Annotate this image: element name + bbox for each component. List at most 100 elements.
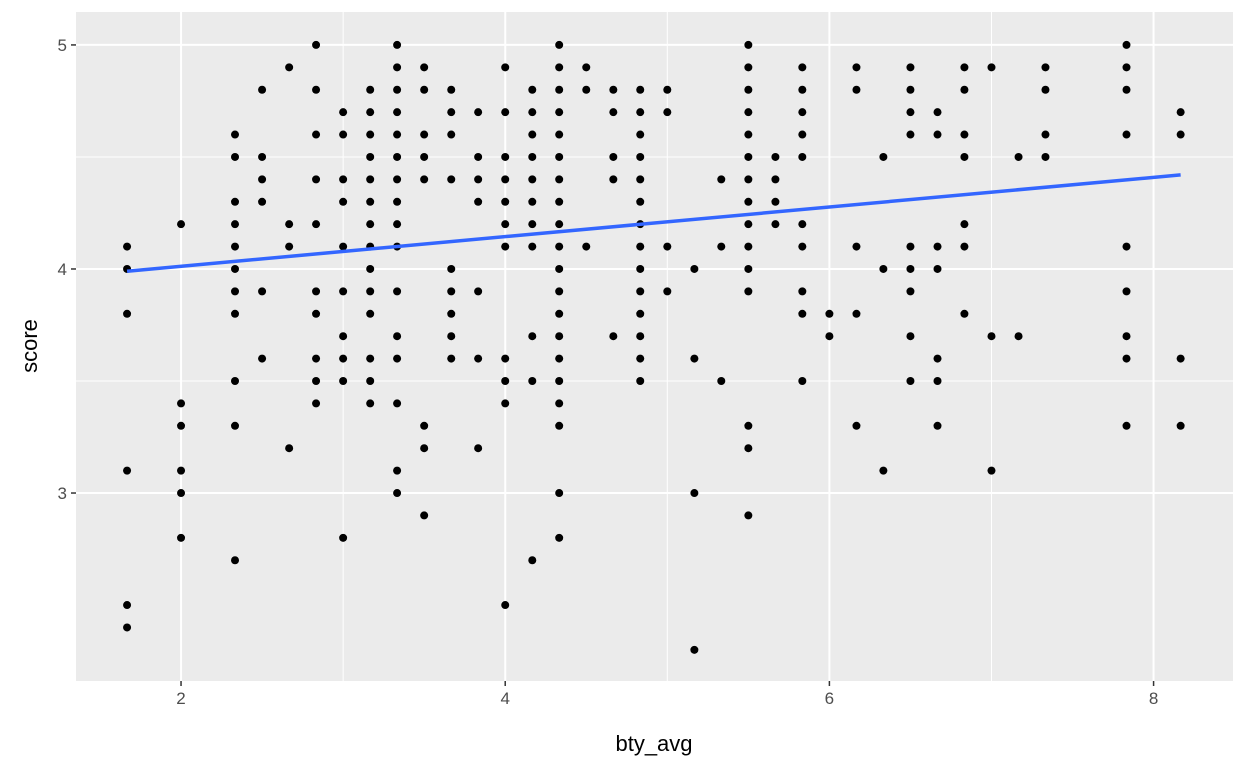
point xyxy=(123,466,132,475)
point xyxy=(474,175,483,184)
point xyxy=(555,421,564,430)
point xyxy=(366,354,375,363)
point xyxy=(231,130,240,139)
point xyxy=(1122,354,1131,363)
point xyxy=(420,63,429,72)
point xyxy=(798,242,807,251)
point xyxy=(744,175,753,184)
point xyxy=(1122,332,1131,341)
point xyxy=(528,175,537,184)
point xyxy=(1041,85,1050,94)
point xyxy=(258,197,267,206)
point xyxy=(717,175,726,184)
point xyxy=(177,489,186,498)
point xyxy=(420,152,429,161)
point xyxy=(339,533,348,542)
point xyxy=(933,421,942,430)
point xyxy=(906,287,915,296)
point xyxy=(339,377,348,386)
point xyxy=(501,175,510,184)
point xyxy=(366,130,375,139)
point xyxy=(636,175,645,184)
point xyxy=(609,85,618,94)
point xyxy=(123,601,132,610)
point xyxy=(879,264,888,273)
point xyxy=(663,242,672,251)
point xyxy=(528,242,537,251)
point xyxy=(663,85,672,94)
point xyxy=(393,108,402,117)
point xyxy=(393,130,402,139)
point xyxy=(339,175,348,184)
point xyxy=(906,63,915,72)
point xyxy=(339,242,348,251)
point xyxy=(771,197,780,206)
point xyxy=(366,264,375,273)
point xyxy=(420,175,429,184)
point xyxy=(177,533,186,542)
point xyxy=(528,152,537,161)
point xyxy=(1041,63,1050,72)
point xyxy=(123,623,132,632)
point xyxy=(987,63,996,72)
point xyxy=(744,108,753,117)
point xyxy=(744,511,753,520)
point xyxy=(231,309,240,318)
point xyxy=(258,354,267,363)
point xyxy=(420,85,429,94)
point xyxy=(123,242,132,251)
point xyxy=(582,242,591,251)
point xyxy=(798,108,807,117)
point xyxy=(393,152,402,161)
point xyxy=(312,130,321,139)
point xyxy=(393,354,402,363)
point xyxy=(1176,108,1185,117)
point xyxy=(933,242,942,251)
point xyxy=(636,108,645,117)
point xyxy=(1014,152,1023,161)
point xyxy=(312,399,321,408)
point xyxy=(528,377,537,386)
x-tick-label: 2 xyxy=(176,689,185,708)
point xyxy=(933,108,942,117)
point xyxy=(744,242,753,251)
point xyxy=(231,152,240,161)
point xyxy=(231,197,240,206)
point xyxy=(744,264,753,273)
x-tick-label: 8 xyxy=(1149,689,1158,708)
point xyxy=(312,175,321,184)
point xyxy=(636,377,645,386)
point xyxy=(798,377,807,386)
point xyxy=(771,220,780,229)
point xyxy=(960,63,969,72)
point xyxy=(528,556,537,565)
point xyxy=(609,332,618,341)
point xyxy=(960,130,969,139)
point xyxy=(960,152,969,161)
point xyxy=(1041,152,1050,161)
point xyxy=(555,242,564,251)
point xyxy=(555,533,564,542)
point xyxy=(393,40,402,49)
point xyxy=(879,152,888,161)
point xyxy=(366,220,375,229)
point xyxy=(555,489,564,498)
point xyxy=(258,175,267,184)
point xyxy=(825,309,834,318)
point xyxy=(852,242,861,251)
point xyxy=(366,152,375,161)
point xyxy=(1122,287,1131,296)
point xyxy=(798,130,807,139)
point xyxy=(177,399,186,408)
point xyxy=(636,354,645,363)
point xyxy=(393,197,402,206)
point xyxy=(339,108,348,117)
point xyxy=(420,421,429,430)
point xyxy=(1122,242,1131,251)
point xyxy=(474,152,483,161)
point xyxy=(1041,130,1050,139)
point xyxy=(258,287,267,296)
point xyxy=(501,377,510,386)
point xyxy=(528,130,537,139)
point xyxy=(744,152,753,161)
